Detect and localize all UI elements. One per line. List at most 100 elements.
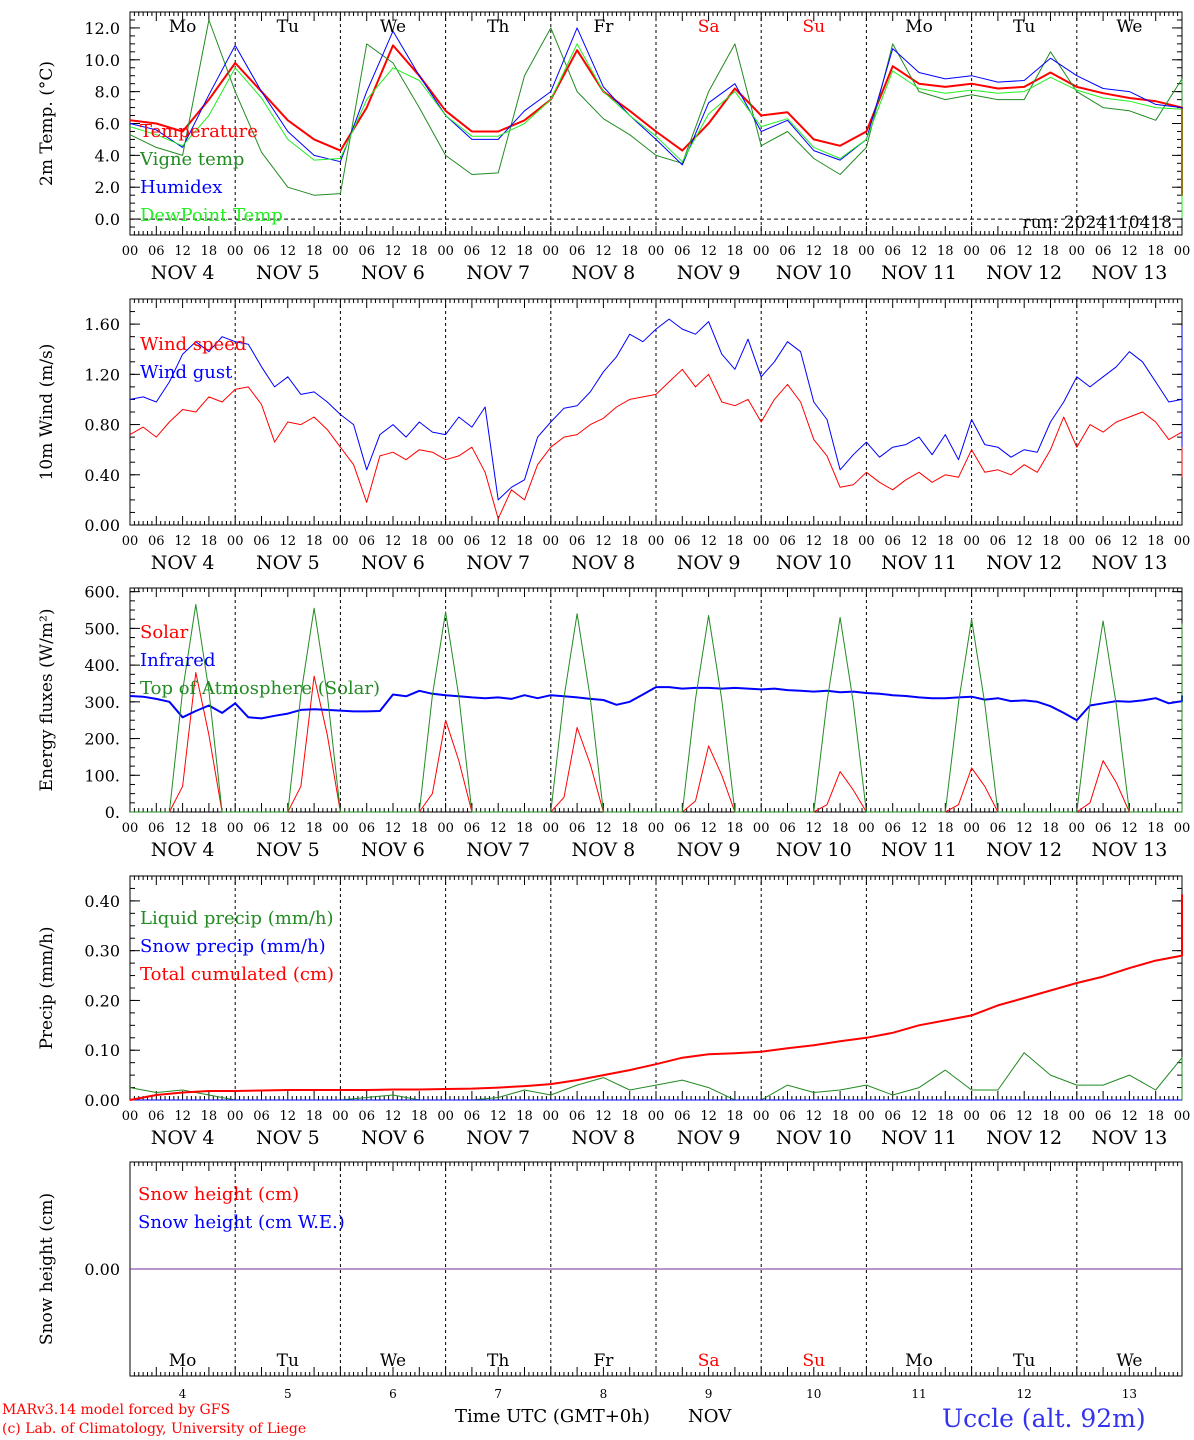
date-label: NOV 5: [256, 552, 320, 574]
hour-tick-label: 06: [569, 534, 586, 549]
hour-tick-label: 00: [227, 534, 244, 549]
date-label: NOV 5: [256, 1127, 320, 1149]
panel-1: [129, 11, 1183, 236]
date-label: NOV 13: [1091, 262, 1167, 284]
series-dewpoint-temp: [129, 43, 1183, 218]
weekday-label: Sa: [698, 17, 720, 37]
weekday-label: Su: [802, 17, 825, 37]
weekday-label: We: [380, 17, 406, 37]
day-number-label: 4: [179, 1387, 187, 1401]
hour-tick-label: 06: [674, 244, 691, 259]
date-label: NOV 6: [361, 1127, 425, 1149]
hour-tick-label: 06: [779, 1109, 796, 1124]
y-tick-label: 10.0: [84, 51, 120, 70]
hour-tick-label: 06: [569, 244, 586, 259]
hour-tick-label: 00: [648, 1109, 665, 1124]
hour-tick-label: 12: [1016, 244, 1033, 259]
weekday-label: Th: [487, 17, 509, 37]
hour-tick-label: 00: [1174, 1109, 1191, 1124]
time-axis-title: Time UTC (GMT+0h): [455, 1406, 650, 1427]
weekday-label: Th: [487, 1351, 509, 1371]
weekday-label: Mo: [169, 1351, 197, 1371]
date-label: NOV 8: [572, 262, 636, 284]
hour-tick-label: 18: [516, 821, 533, 836]
weekday-label: Tu: [277, 1351, 299, 1371]
hour-tick-label: 12: [806, 534, 823, 549]
hour-tick-label: 06: [674, 534, 691, 549]
hour-tick-label: 12: [700, 1109, 717, 1124]
hour-tick-label: 18: [621, 821, 638, 836]
series-wind-gust: [129, 318, 1183, 501]
date-label: NOV 10: [776, 552, 852, 574]
hour-tick-label: 12: [806, 1109, 823, 1124]
hour-tick-label: 12: [490, 821, 507, 836]
hour-tick-label: 18: [832, 534, 849, 549]
date-label: NOV 6: [361, 552, 425, 574]
hour-tick-label: 00: [437, 244, 454, 259]
day-number-label: 5: [284, 1387, 292, 1401]
date-label: NOV 12: [986, 262, 1062, 284]
hour-tick-label: 00: [332, 244, 349, 259]
hour-tick-label: 18: [306, 244, 323, 259]
hour-tick-label: 18: [1147, 244, 1164, 259]
hour-tick-label: 18: [621, 244, 638, 259]
date-label: NOV 13: [1091, 839, 1167, 861]
y-tick-label: 400.: [84, 656, 120, 675]
hour-tick-label: 12: [1121, 244, 1138, 259]
y-tick-label: 500.: [84, 619, 120, 638]
date-label: NOV 11: [881, 1127, 957, 1149]
hour-tick-label: 18: [832, 821, 849, 836]
hour-tick-label: 00: [963, 244, 980, 259]
legend-entry: Infrared: [140, 650, 215, 671]
hour-tick-label: 00: [543, 821, 560, 836]
hour-tick-label: 18: [727, 534, 744, 549]
hour-tick-label: 12: [1016, 821, 1033, 836]
hour-tick-label: 00: [332, 821, 349, 836]
hour-tick-label: 12: [806, 244, 823, 259]
hour-tick-label: 06: [464, 1109, 481, 1124]
date-label: NOV 4: [151, 1127, 215, 1149]
hour-tick-label: 00: [858, 1109, 875, 1124]
legend-entry: Snow height (cm W.E.): [138, 1212, 345, 1233]
hour-tick-label: 12: [385, 1109, 402, 1124]
date-label: NOV 10: [776, 262, 852, 284]
hour-tick-label: 12: [700, 534, 717, 549]
weekday-label: Tu: [277, 17, 299, 37]
weekday-label: We: [380, 1351, 406, 1371]
hour-tick-label: 18: [411, 821, 428, 836]
hour-tick-label: 06: [1095, 1109, 1112, 1124]
day-number-label: 9: [705, 1387, 713, 1401]
hour-tick-label: 06: [990, 1109, 1007, 1124]
legend-entry: Snow precip (mm/h): [140, 936, 326, 957]
series-top-of-atmosphere-solar-: [130, 604, 1183, 813]
hour-tick-label: 06: [779, 244, 796, 259]
hour-tick-label: 18: [1147, 534, 1164, 549]
date-label: NOV 13: [1091, 1127, 1167, 1149]
hour-tick-label: 00: [753, 534, 770, 549]
date-label: NOV 7: [466, 552, 530, 574]
hour-tick-label: 12: [1016, 1109, 1033, 1124]
run-label: run: 2024110418: [1023, 213, 1172, 233]
y-tick-label: 12.0: [84, 19, 120, 38]
hour-tick-label: 18: [516, 1109, 533, 1124]
hour-tick-label: 06: [674, 1109, 691, 1124]
hour-tick-label: 18: [727, 244, 744, 259]
day-number-label: 12: [1017, 1387, 1032, 1401]
y-tick-label: 0.40: [84, 466, 120, 485]
hour-tick-label: 00: [227, 1109, 244, 1124]
hour-tick-label: 18: [937, 821, 954, 836]
hour-tick-label: 00: [332, 1109, 349, 1124]
hour-tick-label: 06: [148, 534, 165, 549]
day-number-label: 7: [494, 1387, 502, 1401]
hour-tick-label: 12: [595, 244, 612, 259]
hour-tick-label: 12: [280, 244, 297, 259]
hour-tick-label: 12: [174, 534, 191, 549]
hour-tick-label: 18: [1042, 1109, 1059, 1124]
hour-tick-label: 12: [1016, 534, 1033, 549]
hour-tick-label: 06: [358, 1109, 375, 1124]
hour-tick-label: 18: [727, 821, 744, 836]
hour-tick-label: 06: [253, 1109, 270, 1124]
hour-tick-label: 18: [832, 244, 849, 259]
date-label: NOV 4: [151, 839, 215, 861]
hour-tick-label: 18: [832, 1109, 849, 1124]
